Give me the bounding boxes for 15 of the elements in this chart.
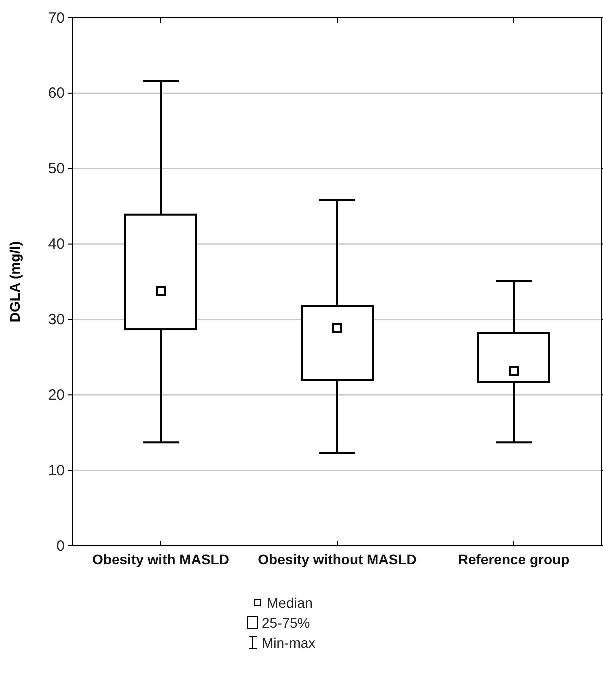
y-tick-label: 30 bbox=[48, 312, 65, 329]
y-tick-label: 10 bbox=[48, 462, 65, 480]
text: Min-max bbox=[262, 635, 316, 651]
x-tick-label: Obesity with MASLD bbox=[92, 551, 230, 568]
text: Median bbox=[267, 595, 313, 611]
y-tick-label: 60 bbox=[48, 85, 65, 102]
text: 25-75% bbox=[262, 615, 310, 631]
y-axis-title: DGLA (mg/l) bbox=[7, 241, 23, 323]
y-tick-label: 20 bbox=[48, 386, 65, 404]
y-tick-label: 50 bbox=[48, 160, 65, 178]
x-tick-label: Obesity without MASLD bbox=[258, 551, 417, 568]
x-tick-label: Reference group bbox=[458, 551, 570, 568]
y-tick-label: 40 bbox=[48, 236, 65, 254]
y-tick-label: 70 bbox=[48, 10, 65, 27]
y-tick-label: 0 bbox=[56, 538, 65, 555]
